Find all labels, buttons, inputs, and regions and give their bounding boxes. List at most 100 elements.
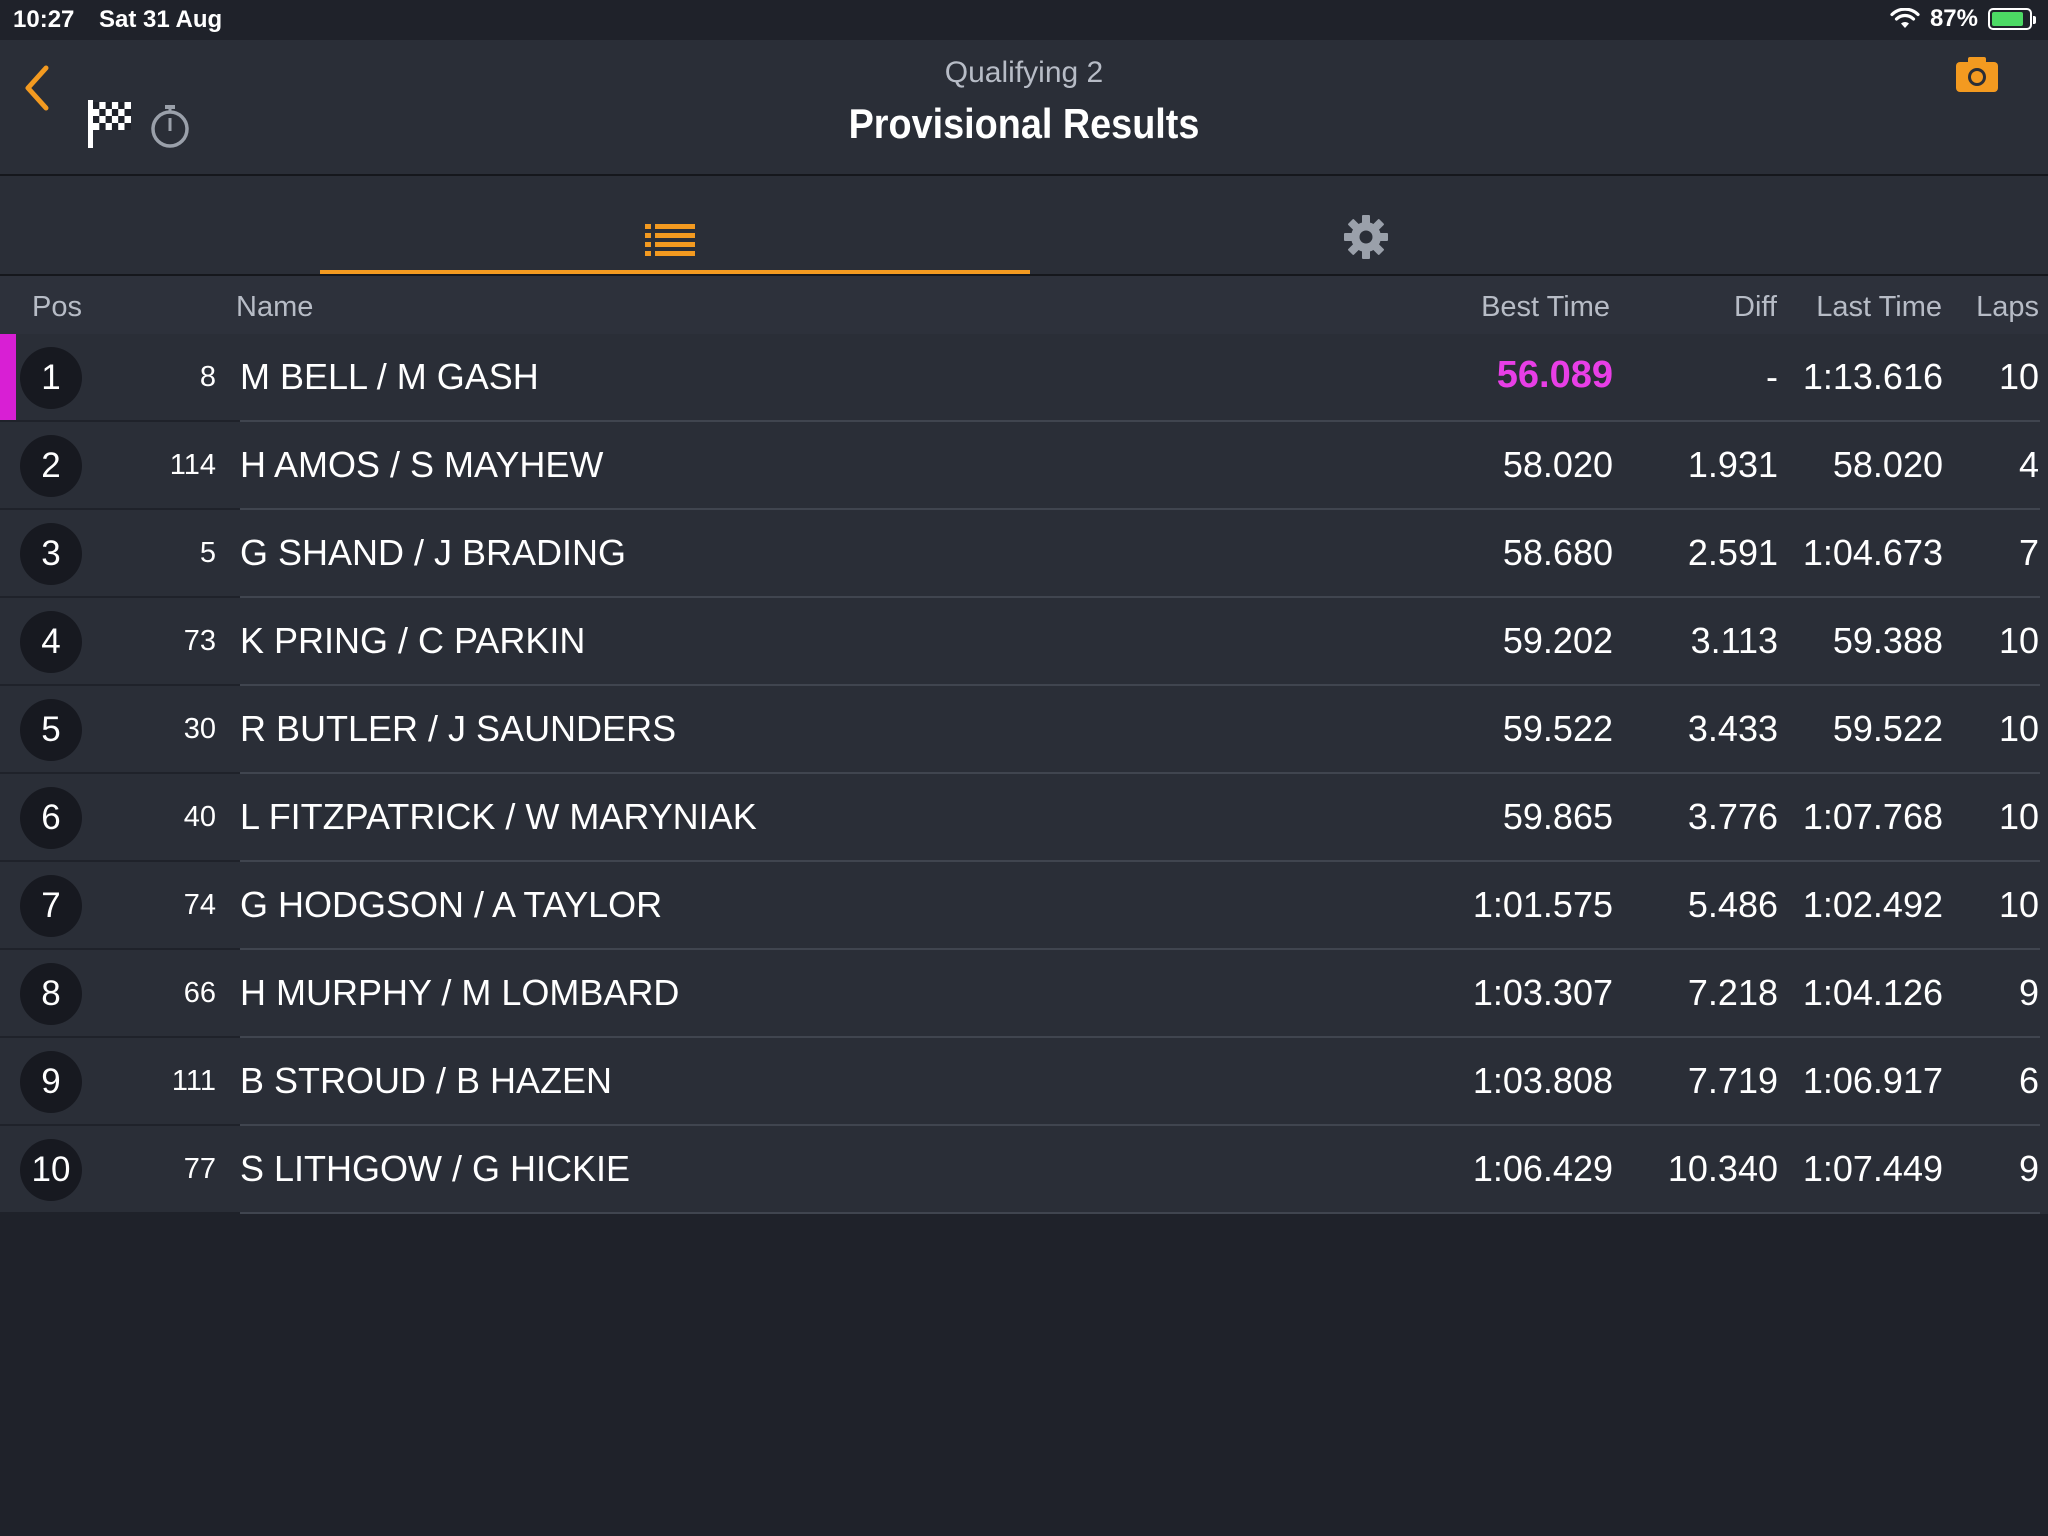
column-pos: Pos — [32, 291, 82, 323]
result-row[interactable]: 10 77 S LITHGOW / G HICKIE 1:06.429 10.3… — [0, 1126, 2048, 1214]
row-divider — [240, 508, 2040, 510]
position-badge: 5 — [20, 699, 82, 761]
best-time: 59.865 — [1502, 796, 1613, 837]
stopwatch-icon[interactable] — [147, 102, 193, 150]
column-last-time: Last Time — [1816, 291, 1942, 323]
car-number: 74 — [183, 889, 216, 921]
gear-icon — [1344, 215, 1388, 259]
laps: 10 — [1998, 796, 2039, 837]
laps: 4 — [2018, 444, 2039, 485]
battery-level-fill — [1992, 12, 2024, 26]
position-badge: 2 — [20, 435, 82, 497]
diff: 10.340 — [1667, 1148, 1778, 1189]
row-divider-left — [0, 684, 240, 686]
driver-names: L FITZPATRICK / W MARYNIAK — [240, 796, 757, 837]
column-laps: Laps — [1976, 291, 2039, 323]
laps: 10 — [1998, 356, 2039, 397]
best-time: 1:01.575 — [1472, 884, 1613, 925]
best-time: 56.089 — [1496, 354, 1613, 396]
column-diff: Diff — [1734, 291, 1777, 323]
row-divider — [240, 1124, 2040, 1126]
best-time: 59.202 — [1502, 620, 1613, 661]
results-table: 1 8 M BELL / M GASH 56.089 - 1:13.616 10… — [0, 334, 2048, 1214]
last-time: 59.388 — [1832, 620, 1943, 661]
car-number: 114 — [169, 449, 216, 481]
row-divider — [240, 684, 2040, 686]
diff: 7.218 — [1687, 972, 1778, 1013]
laps: 7 — [2018, 532, 2039, 573]
result-row[interactable]: 9 111 B STROUD / B HAZEN 1:03.808 7.719 … — [0, 1038, 2048, 1126]
car-number: 111 — [171, 1065, 216, 1097]
result-row[interactable]: 2 114 H AMOS / S MAYHEW 58.020 1.931 58.… — [0, 422, 2048, 510]
diff: 3.433 — [1687, 708, 1778, 749]
car-number: 30 — [183, 713, 216, 745]
driver-names: G SHAND / J BRADING — [240, 532, 627, 573]
diff: 3.113 — [1690, 620, 1778, 661]
chevron-left-icon[interactable] — [18, 60, 58, 120]
row-divider-left — [0, 596, 240, 598]
row-divider-left — [0, 1124, 240, 1126]
diff: 7.719 — [1687, 1060, 1778, 1101]
result-row[interactable]: 5 30 R BUTLER / J SAUNDERS 59.522 3.433 … — [0, 686, 2048, 774]
driver-names: M BELL / M GASH — [240, 356, 539, 397]
result-row[interactable]: 4 73 K PRING / C PARKIN 59.202 3.113 59.… — [0, 598, 2048, 686]
header: Qualifying 2 Provisional Results — [0, 40, 2048, 176]
camera-icon[interactable] — [1954, 54, 2000, 94]
driver-names: S LITHGOW / G HICKIE — [240, 1148, 631, 1189]
row-divider-left — [0, 772, 240, 774]
tab-results-list[interactable] — [320, 176, 1030, 274]
car-number: 73 — [183, 625, 216, 657]
row-divider — [240, 420, 2040, 422]
row-divider — [240, 948, 2040, 950]
battery-percent: 87% — [1929, 5, 1978, 32]
driver-names: H AMOS / S MAYHEW — [240, 444, 604, 485]
car-number: 40 — [183, 801, 216, 833]
tab-settings[interactable] — [1060, 176, 1690, 274]
result-row[interactable]: 8 66 H MURPHY / M LOMBARD 1:03.307 7.218… — [0, 950, 2048, 1038]
row-divider-left — [0, 508, 240, 510]
wifi-icon — [1890, 8, 1920, 28]
last-time: 1:13.616 — [1802, 356, 1943, 397]
position-badge: 4 — [20, 611, 82, 673]
row-divider-left — [0, 860, 240, 862]
laps: 10 — [1998, 620, 2039, 661]
laps: 10 — [1998, 884, 2039, 925]
last-time: 1:07.449 — [1802, 1148, 1943, 1189]
result-row[interactable]: 3 5 G SHAND / J BRADING 58.680 2.591 1:0… — [0, 510, 2048, 598]
position-badge: 8 — [20, 963, 82, 1025]
position-badge: 7 — [20, 875, 82, 937]
laps: 10 — [1998, 708, 2039, 749]
column-name: Name — [236, 291, 314, 323]
active-tab-underline — [320, 270, 1030, 274]
diff: 3.776 — [1687, 796, 1778, 837]
best-time: 1:06.429 — [1472, 1148, 1613, 1189]
diff: 5.486 — [1687, 884, 1778, 925]
laps: 9 — [2018, 1148, 2039, 1189]
checkered-flag-icon[interactable] — [86, 98, 134, 150]
diff: 2.591 — [1687, 532, 1778, 573]
position-badge: 3 — [20, 523, 82, 585]
status-date: Sat 31 Aug — [99, 6, 223, 33]
status-right: 87% — [1890, 5, 2036, 33]
result-row[interactable]: 7 74 G HODGSON / A TAYLOR 1:01.575 5.486… — [0, 862, 2048, 950]
battery-icon — [1988, 8, 2036, 30]
row-divider — [240, 860, 2040, 862]
column-best-time: Best Time — [1481, 291, 1610, 323]
best-time: 59.522 — [1502, 708, 1613, 749]
status-bar: 10:27 Sat 31 Aug 87% — [0, 0, 2048, 40]
car-number: 77 — [183, 1153, 216, 1185]
result-row[interactable]: 6 40 L FITZPATRICK / W MARYNIAK 59.865 3… — [0, 774, 2048, 862]
result-row[interactable]: 1 8 M BELL / M GASH 56.089 - 1:13.616 10 — [0, 334, 2048, 422]
best-time: 1:03.307 — [1472, 972, 1613, 1013]
row-divider — [240, 596, 2040, 598]
last-time: 1:04.673 — [1802, 532, 1943, 573]
driver-names: K PRING / C PARKIN — [240, 620, 586, 661]
driver-names: B STROUD / B HAZEN — [240, 1060, 613, 1101]
last-time: 1:04.126 — [1802, 972, 1943, 1013]
driver-names: H MURPHY / M LOMBARD — [240, 972, 680, 1013]
diff: 1.931 — [1687, 444, 1778, 485]
car-number: 5 — [199, 537, 216, 569]
position-badge: 6 — [20, 787, 82, 849]
row-divider-left — [0, 420, 240, 422]
position-badge: 1 — [20, 347, 82, 409]
